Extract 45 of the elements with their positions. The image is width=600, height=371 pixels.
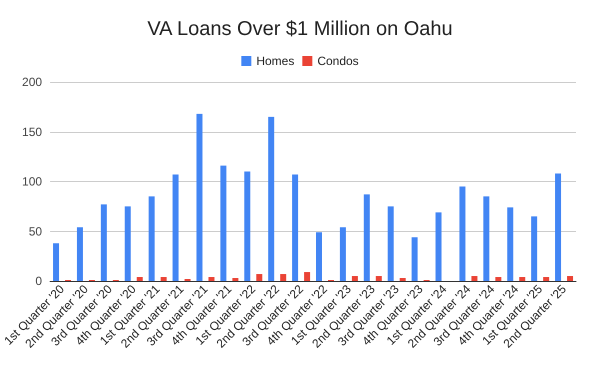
y-tick-label: 100 xyxy=(22,174,42,188)
legend-label: Homes xyxy=(256,54,294,68)
bar xyxy=(507,207,514,281)
legend-label: Condos xyxy=(317,54,359,68)
bar xyxy=(519,277,526,281)
bar xyxy=(543,277,550,281)
y-tick-label: 200 xyxy=(22,75,42,89)
y-tick-label: 0 xyxy=(35,274,42,288)
bar xyxy=(555,174,562,281)
bar xyxy=(412,237,418,281)
bar xyxy=(208,277,214,281)
bar xyxy=(388,206,394,281)
bar xyxy=(160,277,167,281)
bar xyxy=(495,277,502,281)
bar xyxy=(136,277,143,281)
bar xyxy=(364,194,370,281)
bar xyxy=(124,206,131,281)
bar xyxy=(268,116,274,281)
bar xyxy=(471,276,478,281)
bar xyxy=(340,227,346,281)
bar xyxy=(531,216,538,281)
bar xyxy=(316,232,322,281)
chart-title: VA Loans Over $1 Million on Oahu xyxy=(147,18,453,40)
bar xyxy=(244,172,250,281)
bar xyxy=(232,278,238,281)
bar xyxy=(400,278,406,281)
bar xyxy=(220,166,226,281)
bar xyxy=(376,276,382,281)
bar xyxy=(256,274,262,281)
bar xyxy=(148,196,155,281)
bar xyxy=(304,272,310,281)
y-tick-label: 50 xyxy=(28,224,42,238)
bar xyxy=(292,174,298,281)
bar xyxy=(172,174,179,281)
bar xyxy=(459,186,466,281)
bar xyxy=(196,114,202,281)
bar xyxy=(567,276,574,281)
bar xyxy=(352,276,358,281)
bar xyxy=(53,243,60,281)
bar xyxy=(76,227,83,281)
bar xyxy=(100,204,107,281)
bar xyxy=(280,274,286,281)
bar xyxy=(436,212,442,281)
bar xyxy=(483,196,490,281)
y-tick-label: 150 xyxy=(22,124,42,139)
